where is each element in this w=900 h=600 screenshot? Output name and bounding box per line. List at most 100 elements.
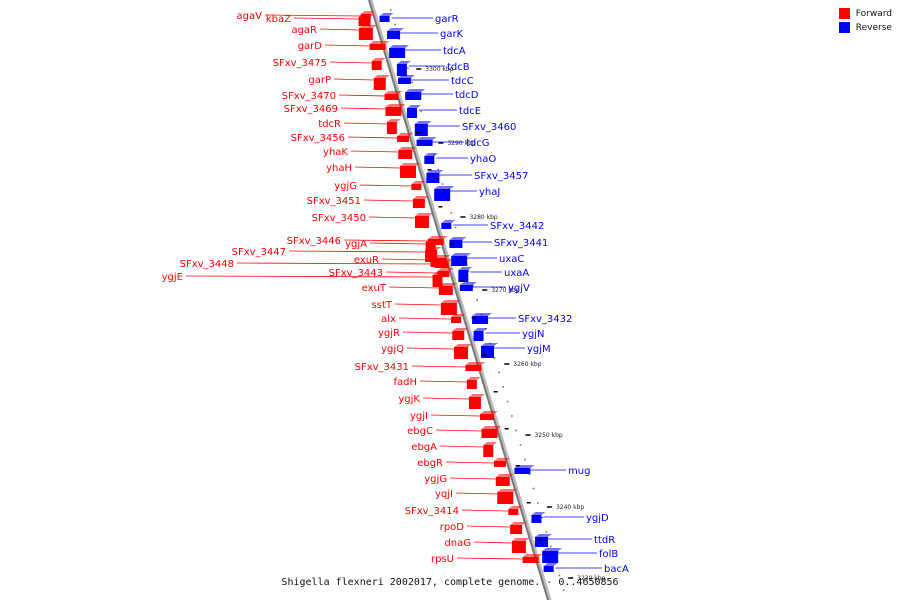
- gene-forward-leader-line: [347, 136, 398, 139]
- gene-block-face: [424, 156, 435, 164]
- gene-reverse-label: tdcA: [443, 46, 466, 57]
- gene-forward-block: [384, 91, 403, 100]
- gene-block-top: [371, 58, 386, 61]
- legend-reverse-label: Reverse: [855, 22, 892, 33]
- kbp-tick-label: 3250 kbp: [534, 432, 562, 439]
- gene-forward-label: ebgC: [407, 426, 433, 437]
- gene-block-face: [397, 136, 410, 142]
- gene-reverse-label: ygjD: [586, 513, 609, 524]
- gene-reverse-label: SFxv_3457: [474, 171, 528, 182]
- gene-block-face: [466, 380, 477, 389]
- gene-block-top: [407, 105, 422, 108]
- gene-forward-block: [412, 196, 429, 208]
- gene-block-top: [405, 89, 426, 92]
- gene-forward-block: [430, 255, 451, 267]
- gene-forward-block: [437, 268, 454, 277]
- gene-forward-label: garP: [308, 75, 331, 86]
- gene-block-face: [430, 258, 447, 267]
- gene-block-face: [398, 150, 413, 159]
- gene-reverse-label: yhaO: [470, 154, 496, 165]
- gene-forward-leader-line: [381, 258, 431, 261]
- gene-forward-leader-line: [402, 331, 453, 334]
- gene-block-face: [437, 271, 450, 277]
- gene-forward-label: SFxv_3470: [282, 91, 336, 102]
- gene-block-top: [511, 538, 530, 541]
- small-feature-mark: [526, 502, 531, 504]
- gene-forward-label: yqjI: [435, 489, 453, 500]
- gene-forward-block: [425, 239, 440, 251]
- small-feature-mark: [438, 206, 443, 208]
- gene-block-top: [441, 220, 456, 223]
- gene-block-top: [510, 522, 527, 525]
- gene-forward-label: SFxv_3447: [232, 247, 286, 258]
- gene-reverse-block: [534, 534, 552, 547]
- gene-block-top: [497, 489, 518, 492]
- gene-reverse-label: tdcE: [459, 106, 481, 117]
- gene-forward-label: agaV: [237, 11, 263, 22]
- gene-block-top: [425, 239, 440, 242]
- gene-reverse-label: tdcC: [451, 76, 474, 87]
- gene-reverse-label: yhaJ: [479, 187, 500, 198]
- gene-forward-block: [454, 344, 473, 359]
- gene-forward-leader-line: [288, 250, 426, 253]
- kbp-tick-label: 3240 kbp: [556, 504, 584, 511]
- gene-block-face: [473, 331, 484, 341]
- kbp-tick-label: 3300 kbp: [425, 66, 453, 73]
- gene-block-face: [494, 461, 507, 467]
- gene-forward-label: SFxv_3448: [180, 259, 234, 270]
- gene-reverse-block: [451, 253, 472, 266]
- gene-block-top: [396, 61, 411, 64]
- gene-block-face: [452, 331, 465, 340]
- gene-block-face: [472, 316, 489, 324]
- legend-reverse: Reverse: [838, 22, 892, 33]
- kbp-tick-label: 3280 kbp: [469, 214, 497, 221]
- gene-forward-leader-line: [343, 239, 428, 242]
- gene-reverse-block: [531, 512, 546, 523]
- gene-reverse-block: [426, 170, 444, 183]
- gene-forward-leader-line: [394, 303, 441, 306]
- gene-forward-block: [371, 58, 386, 70]
- gene-block-face: [522, 557, 539, 563]
- gene-block-face: [458, 270, 469, 282]
- gene-block-top: [412, 196, 429, 199]
- gene-forward-label: ygjG: [334, 181, 357, 192]
- small-feature-mark: [537, 539, 542, 541]
- gene-block-face: [358, 17, 371, 26]
- gene-forward-block: [510, 522, 527, 534]
- gene-forward-leader-line: [449, 477, 496, 480]
- gene-forward-block: [452, 328, 469, 340]
- gene-block-face: [514, 468, 531, 474]
- gene-reverse-block: [542, 548, 563, 563]
- small-feature-mark: [471, 317, 476, 319]
- gene-forward-block: [411, 181, 426, 190]
- small-feature-mark: [449, 243, 454, 245]
- gene-forward-block: [427, 236, 448, 245]
- gene-block-face: [400, 166, 417, 178]
- legend-forward: Forward: [838, 8, 892, 19]
- gene-forward-leader-line: [354, 166, 401, 169]
- gene-forward-leader-line: [473, 541, 512, 544]
- gene-forward-leader-line: [338, 94, 385, 97]
- gene-forward-leader-line: [319, 28, 359, 31]
- gene-block-top: [425, 247, 442, 250]
- gene-reverse-label: SFxv_3460: [462, 122, 516, 133]
- gene-forward-leader-line: [385, 271, 438, 274]
- gene-block-face: [454, 347, 469, 359]
- gene-block-face: [426, 173, 440, 183]
- gene-block-face: [441, 223, 452, 229]
- gene-block-top: [369, 41, 390, 44]
- gene-block-face: [411, 184, 422, 190]
- gene-reverse-block: [379, 13, 394, 22]
- gene-block-top: [466, 377, 481, 380]
- gene-forward-label: rpsU: [431, 554, 454, 565]
- gene-block-face: [373, 78, 386, 90]
- small-feature-mark: [515, 465, 520, 467]
- gene-forward-block: [414, 213, 433, 228]
- gene-block-face: [481, 429, 498, 438]
- gene-forward-label: SFxv_3469: [284, 104, 338, 115]
- gene-block-top: [451, 253, 472, 256]
- legend: Forward Reverse: [838, 8, 892, 36]
- gene-block-top: [468, 394, 485, 397]
- gene-reverse-label: SFxv_3441: [494, 238, 548, 249]
- gene-block-face: [387, 31, 401, 39]
